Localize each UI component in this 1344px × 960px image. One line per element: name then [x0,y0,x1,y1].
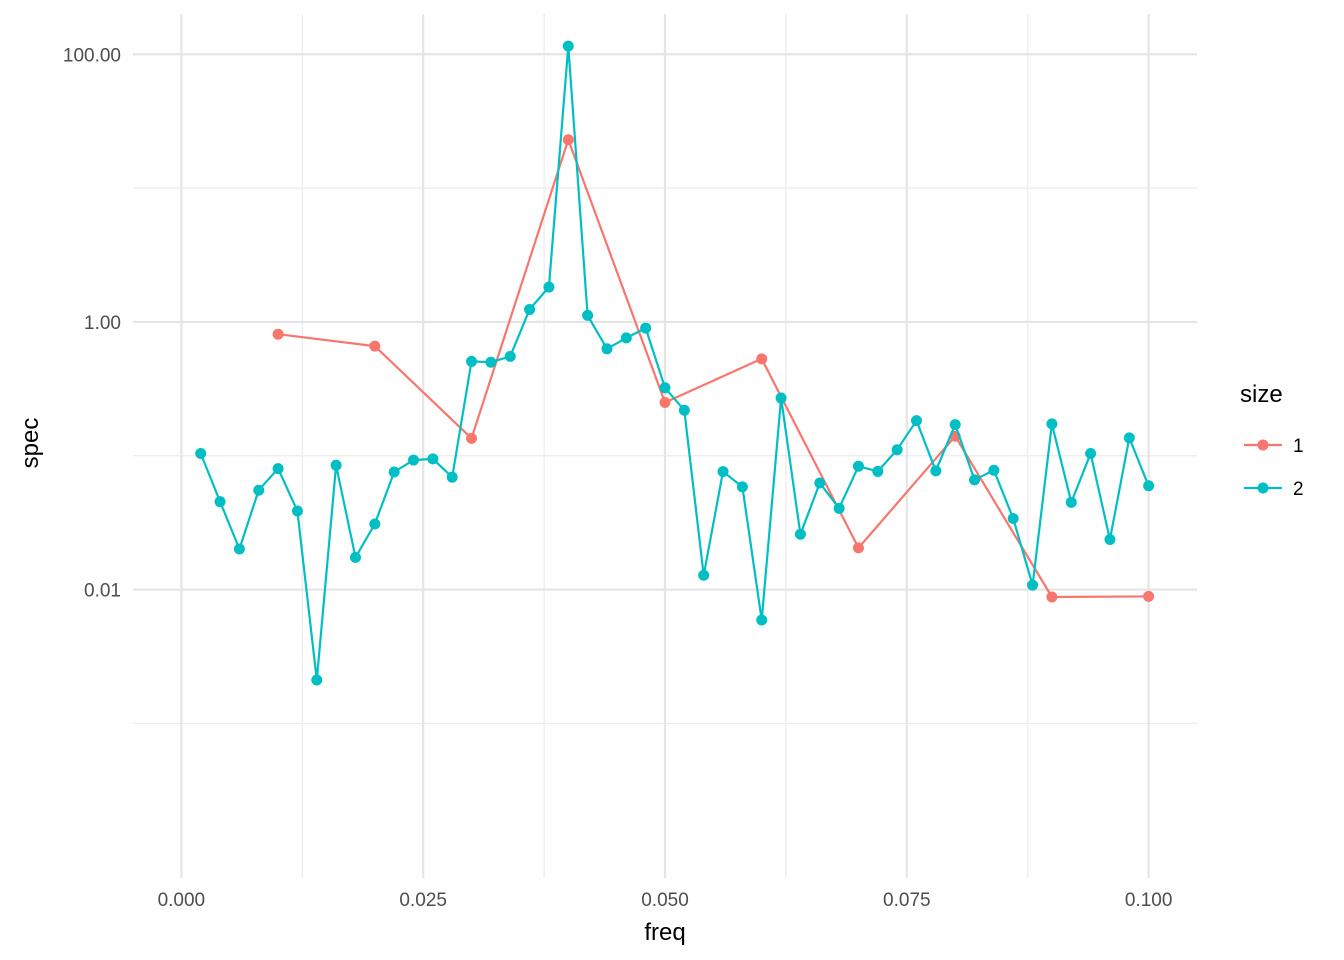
series-2-point [814,477,826,489]
series-layer [195,40,1155,686]
x-tick-label: 0.000 [158,890,206,911]
series-2-point [1046,418,1058,430]
series-2-point [446,471,458,483]
series-2-point [717,466,729,478]
x-axis-ticks: 0.000 0.025 0.050 0.075 0.100 [158,890,1173,911]
series-2-point [640,322,652,334]
series-2-point [543,281,555,293]
y-axis-ticks: 0.01 1.00 100.00 [63,45,121,601]
series-2-point [872,465,884,477]
x-axis-title: freq [644,919,685,946]
series-2-point [852,460,864,472]
series-1-point [1046,591,1058,603]
series-1-point [562,134,574,146]
series-2-point [659,382,671,394]
series-1-point [1143,590,1155,602]
series-2-point [969,474,981,486]
series-2-point [1143,480,1155,492]
series-2-point [620,332,632,344]
series-2-point [601,343,613,355]
x-tick-label: 0.100 [1125,890,1173,911]
series-2-point [233,543,245,555]
series-2-point [485,356,497,368]
x-tick-label: 0.050 [641,890,689,911]
series-2-point [698,569,710,581]
series-2-point [562,40,574,52]
series-2-point [775,392,787,404]
legend-items: 12 [1244,436,1304,500]
series-1-point [852,542,864,554]
series-2-point [1065,496,1077,508]
legend-label-2: 2 [1293,479,1304,500]
series-2-point [582,309,594,321]
series-2-point [504,350,516,362]
series-2-point [1104,533,1116,545]
series-2-point [1085,447,1097,459]
series-1-line [277,138,1149,599]
series-2-point [1027,579,1039,591]
series-1-point [272,328,284,340]
series-2-point [427,453,439,465]
series-2-point [736,481,748,493]
x-tick-label: 0.075 [883,890,931,911]
legend-label-1: 1 [1293,436,1304,457]
series-2-point [949,419,961,431]
series-2-line [199,45,1150,682]
series-1-point [369,340,381,352]
y-tick-label: 100.00 [63,45,121,66]
major-gridlines [133,14,1197,878]
legend-key-point-1 [1257,439,1269,451]
y-axis-title: spec [17,418,44,469]
series-2-point [466,355,478,367]
series-2-point [891,444,903,456]
series-2-point [195,447,207,459]
series-2-point [214,496,226,508]
series-2-point [756,614,768,626]
series-2-point [794,528,806,540]
series-2-point [388,466,400,478]
legend-title: size [1240,381,1283,408]
series-2-point [330,459,342,471]
series-2-point [253,484,265,496]
series-2-point [1007,512,1019,524]
series-2-point [930,465,942,477]
series-2-point [349,551,361,563]
series-2-point [311,674,323,686]
series-1-point [466,432,478,444]
series-2-point [524,303,536,315]
series-1-point [756,353,768,365]
legend-key-point-2 [1257,482,1269,494]
series-2-point [678,404,690,416]
series-2-point [369,518,381,530]
series-2-point [1123,432,1135,444]
series-1-point [659,397,671,409]
series-2-point [833,502,845,514]
legend: size 12 [1240,381,1304,500]
series-2-point [408,454,420,466]
y-tick-label: 1.00 [84,313,121,334]
series-2-point [291,505,303,517]
series-2-point [988,464,1000,476]
series-2-point [910,415,922,427]
y-tick-label: 0.01 [84,581,121,602]
series-2-point [272,463,284,475]
x-tick-label: 0.025 [399,890,447,911]
